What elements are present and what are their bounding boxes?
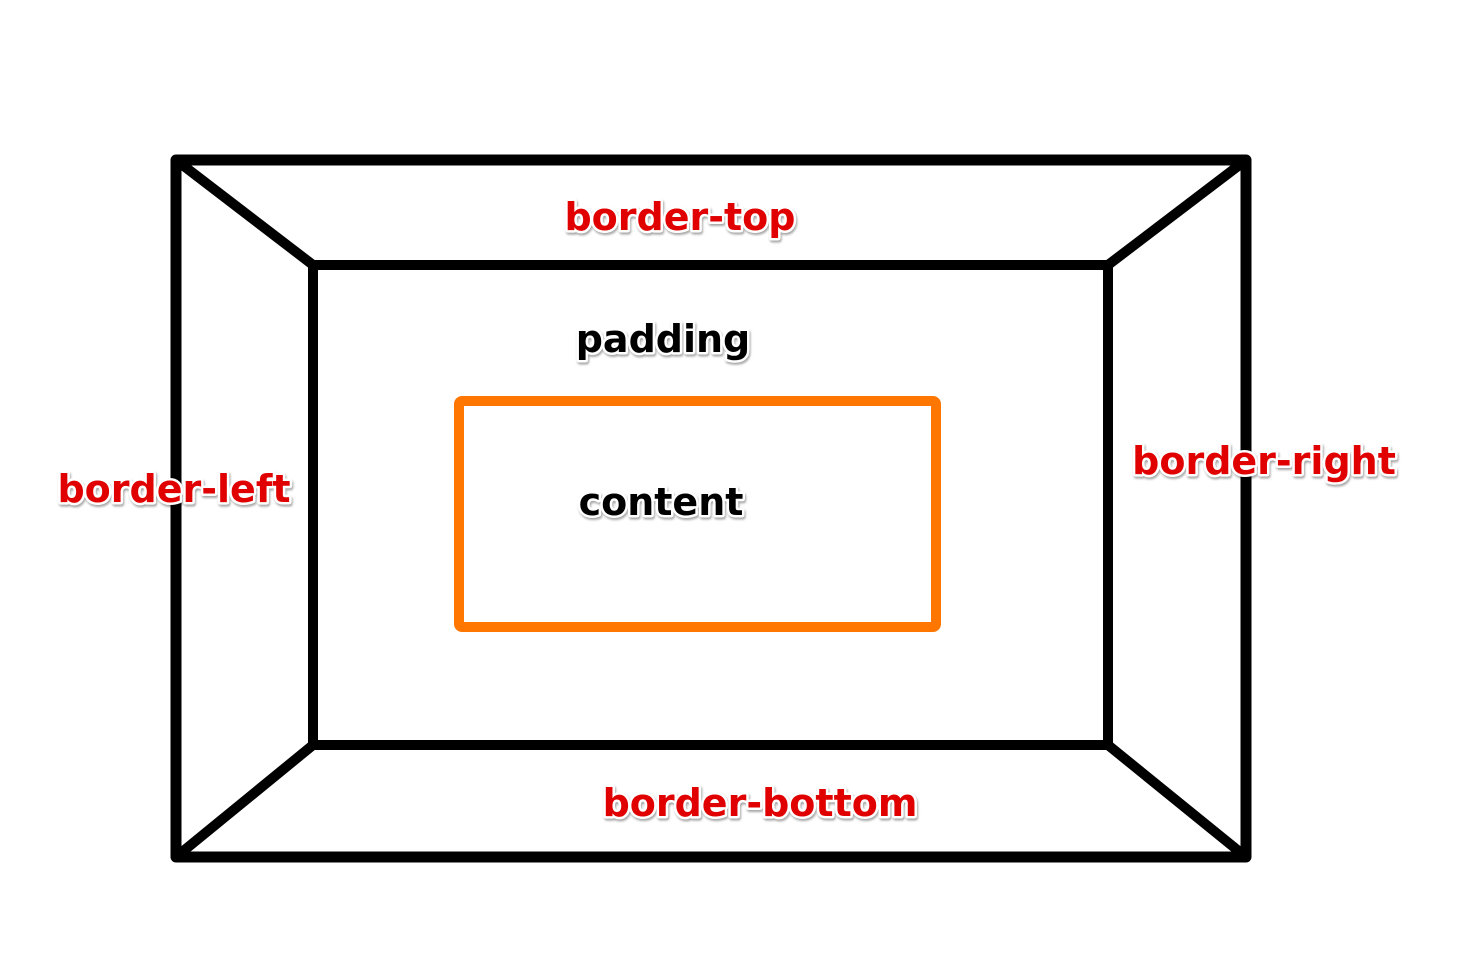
padding-label: padding bbox=[576, 317, 751, 361]
top-left-corner-line bbox=[171, 155, 318, 270]
bottom-left-corner-line bbox=[171, 740, 318, 862]
outer-border-box bbox=[170, 154, 1252, 863]
border-left-label: border-left bbox=[57, 467, 290, 511]
border-bottom-label: border-bottom bbox=[603, 781, 918, 825]
top-right-corner-line bbox=[1103, 155, 1251, 270]
content-label: content bbox=[579, 480, 744, 524]
bottom-right-corner-line bbox=[1103, 740, 1251, 862]
border-top-label: border-top bbox=[564, 195, 795, 239]
content-box bbox=[454, 396, 941, 632]
border-right-label: border-right bbox=[1132, 439, 1396, 483]
padding-box bbox=[308, 260, 1113, 750]
